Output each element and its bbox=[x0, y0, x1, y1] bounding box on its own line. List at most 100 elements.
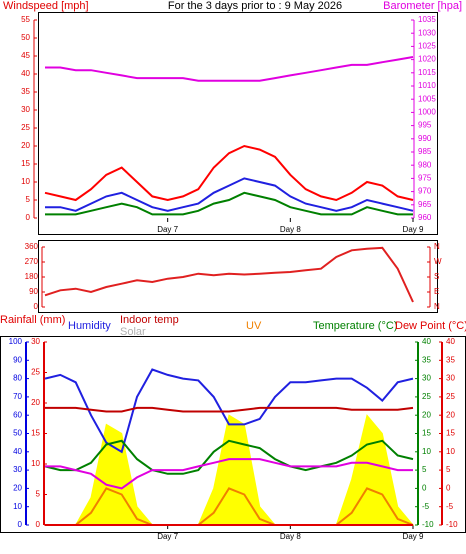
line bbox=[45, 56, 414, 82]
y-tick-label: 90 bbox=[13, 355, 22, 364]
y-tick-label: -5 bbox=[446, 502, 454, 511]
y-tick-label: 1035 bbox=[418, 15, 436, 24]
y-tick-label: -10 bbox=[446, 520, 458, 529]
y-tick-label: 1010 bbox=[418, 81, 436, 90]
y-tick-label: 15 bbox=[31, 429, 40, 438]
y-tick-label: W bbox=[434, 257, 442, 266]
y-tick-label: 970 bbox=[418, 187, 432, 196]
y-tick-label: S bbox=[434, 272, 439, 281]
y-tick-label: 0 bbox=[446, 484, 451, 493]
y-tick-label: 980 bbox=[418, 160, 432, 169]
y-tick-label: 10 bbox=[446, 447, 455, 456]
legend-entry: Dew Point (°C) bbox=[395, 320, 466, 332]
y-tick-label: 35 bbox=[446, 355, 455, 364]
y-tick-label: 40 bbox=[446, 337, 455, 346]
y-tick-label: 1015 bbox=[418, 68, 436, 77]
line bbox=[44, 144, 414, 202]
y-tick-label: 985 bbox=[418, 147, 432, 156]
line bbox=[44, 246, 414, 303]
line bbox=[45, 191, 413, 216]
panel-frame bbox=[38, 240, 438, 313]
y-tick-label: 975 bbox=[418, 174, 432, 183]
y-tick-label: 20 bbox=[21, 141, 30, 150]
y-tick-label: 960 bbox=[418, 213, 432, 222]
x-tick-label: Day 8 bbox=[280, 225, 301, 234]
line bbox=[45, 487, 414, 526]
y-tick-label: 20 bbox=[31, 398, 40, 407]
y-tick-label: 30 bbox=[446, 374, 455, 383]
legend-entry: Temperature (°C) bbox=[313, 320, 397, 332]
y-tick-label: 360 bbox=[25, 242, 39, 251]
y-tick-label: 5 bbox=[446, 465, 451, 474]
y-tick-label: 1025 bbox=[418, 42, 436, 51]
y-tick-label: 1000 bbox=[418, 108, 436, 117]
y-tick-label: 5 bbox=[422, 465, 427, 474]
y-tick-label: -10 bbox=[422, 520, 434, 529]
x-tick-label: Day 8 bbox=[280, 532, 301, 541]
legend-entry: Humidity bbox=[68, 320, 111, 332]
y-tick-label: 10 bbox=[21, 177, 30, 186]
y-tick-label: 40 bbox=[13, 447, 22, 456]
y-tick-label: 40 bbox=[422, 337, 431, 346]
y-tick-label: 25 bbox=[422, 392, 431, 401]
y-tick-label: 15 bbox=[21, 159, 30, 168]
y-tick-label: 80 bbox=[13, 374, 22, 383]
y-tick-label: 10 bbox=[31, 459, 40, 468]
y-tick-label: 180 bbox=[25, 272, 39, 281]
y-tick-label: 965 bbox=[418, 200, 432, 209]
x-tick-label: Day 7 bbox=[157, 532, 178, 541]
x-tick-label: Day 9 bbox=[403, 532, 424, 541]
y-tick-label: 1020 bbox=[418, 55, 436, 64]
y-tick-label: 25 bbox=[21, 123, 30, 132]
y-tick-label: 0 bbox=[36, 520, 41, 529]
line bbox=[45, 458, 413, 490]
chart-title: For the 3 days prior to : 9 May 2026 bbox=[168, 0, 342, 12]
y-tick-label: 30 bbox=[422, 374, 431, 383]
y-tick-label: E bbox=[434, 287, 439, 296]
legend-entry: Rainfall (mm) bbox=[0, 314, 65, 326]
y-tick-label: 60 bbox=[13, 410, 22, 419]
axis-label: Windspeed [mph] bbox=[3, 0, 89, 12]
y-tick-label: 0 bbox=[18, 520, 23, 529]
y-tick-label: 5 bbox=[26, 195, 31, 204]
y-tick-label: 0 bbox=[26, 213, 31, 222]
line bbox=[45, 177, 414, 212]
y-tick-label: 5 bbox=[36, 490, 41, 499]
y-tick-label: 990 bbox=[418, 134, 432, 143]
y-tick-label: 1030 bbox=[418, 28, 436, 37]
y-tick-label: 0 bbox=[34, 302, 39, 311]
y-tick-label: 35 bbox=[21, 87, 30, 96]
line bbox=[45, 406, 414, 413]
y-tick-label: 90 bbox=[29, 287, 38, 296]
y-tick-label: -5 bbox=[422, 502, 430, 511]
y-tick-label: N bbox=[434, 302, 440, 311]
y-tick-label: 50 bbox=[21, 33, 30, 42]
y-tick-label: 20 bbox=[13, 484, 22, 493]
y-tick-label: 55 bbox=[21, 15, 30, 24]
y-tick-label: 20 bbox=[422, 410, 431, 419]
panel-frame bbox=[38, 12, 438, 235]
y-tick-label: 50 bbox=[13, 429, 22, 438]
x-tick-label: Day 7 bbox=[157, 225, 178, 234]
y-tick-label: 30 bbox=[21, 105, 30, 114]
y-tick-label: 30 bbox=[31, 337, 40, 346]
y-tick-label: 30 bbox=[13, 465, 22, 474]
x-tick-label: Day 9 bbox=[403, 225, 424, 234]
y-tick-label: 10 bbox=[422, 447, 431, 456]
axis-label: Barometer [hpa] bbox=[383, 0, 462, 12]
legend-entry: UV bbox=[246, 320, 262, 332]
y-tick-label: 270 bbox=[25, 257, 39, 266]
legend-entry: Indoor temp bbox=[120, 314, 179, 326]
y-tick-label: 40 bbox=[21, 69, 30, 78]
y-tick-label: 35 bbox=[422, 355, 431, 364]
y-tick-label: 1005 bbox=[418, 94, 436, 103]
y-tick-label: 995 bbox=[418, 121, 432, 130]
y-tick-label: 15 bbox=[422, 429, 431, 438]
y-tick-label: 20 bbox=[446, 410, 455, 419]
y-tick-label: 0 bbox=[422, 484, 427, 493]
y-tick-label: 25 bbox=[31, 368, 40, 377]
y-tick-label: N bbox=[434, 242, 440, 251]
y-tick-label: 70 bbox=[13, 392, 22, 401]
line bbox=[44, 439, 414, 475]
